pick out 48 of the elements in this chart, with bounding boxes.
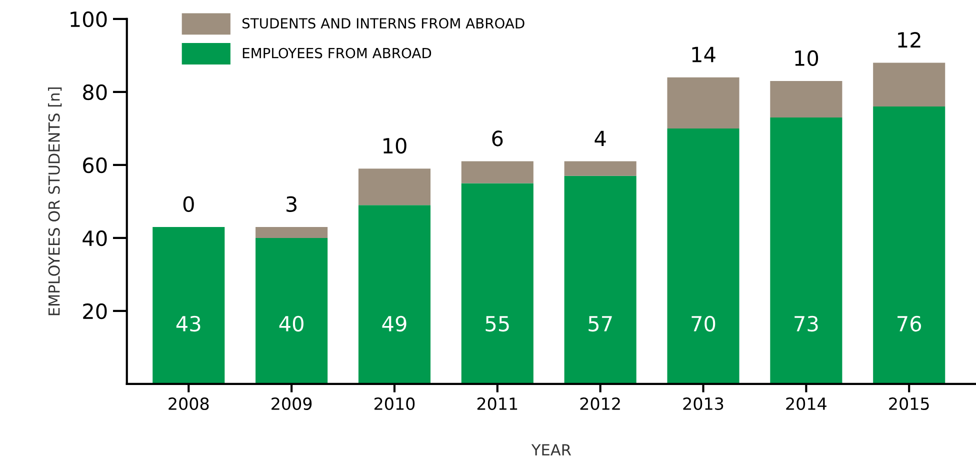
bar xyxy=(358,168,431,206)
bar xyxy=(256,238,328,384)
data-label: 76 xyxy=(898,316,922,332)
bar xyxy=(461,183,534,384)
data-label: 73 xyxy=(794,316,818,332)
bar xyxy=(358,205,431,384)
bar xyxy=(152,227,225,384)
x-tick-label: 2012 xyxy=(580,397,620,410)
bar xyxy=(564,161,636,176)
legend-label: EMPLOYEES FROM ABROAD xyxy=(242,48,432,58)
y-tick-label: 40 xyxy=(82,230,107,246)
data-label: 10 xyxy=(384,138,406,154)
bar xyxy=(256,227,328,238)
legend-label: STUDENTS AND INTERNS FROM ABROAD xyxy=(242,18,524,29)
bar xyxy=(564,176,636,384)
x-tick-label: 2010 xyxy=(374,397,415,410)
x-tick-label: 2009 xyxy=(272,397,312,410)
data-label: 57 xyxy=(588,316,612,332)
data-label: 0 xyxy=(183,196,194,212)
data-label: 40 xyxy=(279,316,304,332)
data-label: 49 xyxy=(382,316,406,332)
y-tick-label: 20 xyxy=(83,303,107,320)
x-tick-label: 2014 xyxy=(786,397,826,410)
data-label: 55 xyxy=(486,316,509,332)
bar xyxy=(873,62,946,107)
x-tick-label: 2013 xyxy=(683,397,724,410)
y-tick-label: 80 xyxy=(83,84,107,100)
x-tick-label: 2008 xyxy=(168,397,209,410)
bar xyxy=(770,118,842,384)
data-label: 3 xyxy=(286,196,297,212)
data-label: 4 xyxy=(594,130,606,146)
bar xyxy=(667,128,740,384)
bar xyxy=(667,77,740,128)
bar xyxy=(770,81,842,118)
x-axis-title: YEAR xyxy=(531,444,572,456)
y-tick-label: 60 xyxy=(83,157,107,174)
data-label: 43 xyxy=(176,316,200,332)
y-axis-title: EMPLOYEES OR STUDENTS [n] xyxy=(48,88,62,316)
x-tick-label: 2015 xyxy=(889,397,929,410)
data-label: 14 xyxy=(692,46,716,62)
y-tick-label: 100 xyxy=(70,11,107,28)
data-label: 6 xyxy=(492,130,503,146)
bar xyxy=(461,161,534,184)
x-tick-label: 2011 xyxy=(477,397,518,410)
data-label: 10 xyxy=(795,50,818,66)
data-label: 70 xyxy=(692,316,716,332)
bar xyxy=(873,106,946,384)
data-label: 12 xyxy=(898,32,920,48)
